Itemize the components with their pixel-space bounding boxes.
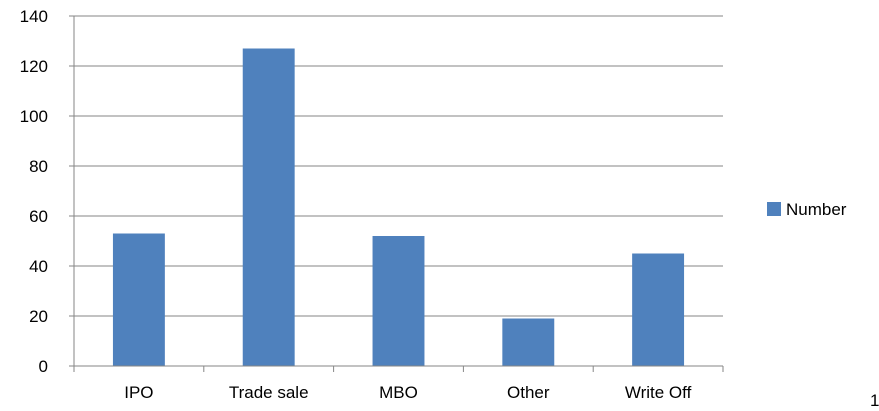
y-tick-label: 60	[29, 207, 48, 226]
y-tick-labels: 0 20 40 60 80 100 120 140	[20, 7, 48, 376]
y-tick-label: 120	[20, 57, 48, 76]
legend: Number	[767, 200, 847, 219]
legend-label-number: Number	[786, 200, 847, 219]
x-tick-label: Trade sale	[229, 383, 309, 402]
y-tick-label: 140	[20, 7, 48, 26]
x-tick-label: MBO	[379, 383, 418, 402]
y-tick-label: 80	[29, 157, 48, 176]
bar-ipo	[113, 234, 165, 367]
x-tick-label: Write Off	[625, 383, 692, 402]
bar-other	[502, 319, 554, 367]
x-tick-label: IPO	[124, 383, 153, 402]
x-tick-labels: IPO Trade sale MBO Other Write Off	[124, 383, 691, 402]
bar-write-off	[632, 254, 684, 367]
page-number: 1	[870, 391, 879, 410]
y-tick-label: 20	[29, 307, 48, 326]
bar-mbo	[373, 236, 425, 366]
y-tick-label: 0	[39, 357, 48, 376]
bars	[113, 49, 684, 367]
x-tick-label: Other	[507, 383, 550, 402]
y-tick-label: 100	[20, 107, 48, 126]
y-tick-label: 40	[29, 257, 48, 276]
legend-swatch	[767, 202, 781, 216]
bar-trade-sale	[243, 49, 295, 367]
